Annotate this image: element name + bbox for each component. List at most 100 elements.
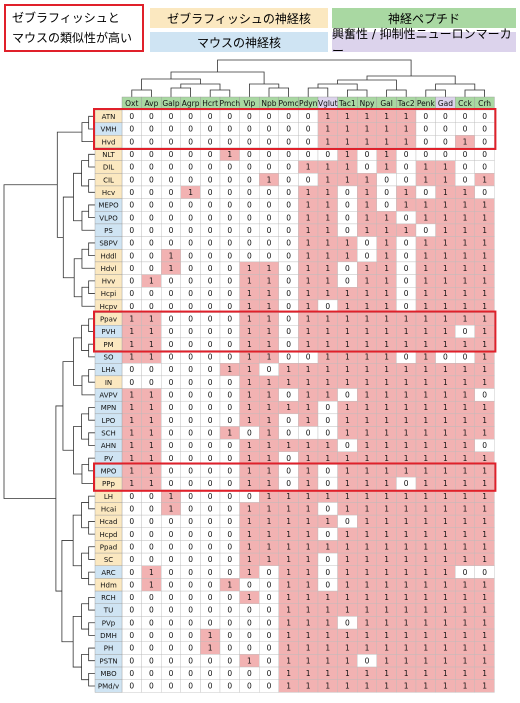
heatmap-cell-value: 1	[404, 429, 409, 438]
heatmap-cell-value: 1	[404, 226, 409, 235]
heatmap-cell-value: 1	[404, 593, 409, 602]
heatmap-cell-value: 1	[384, 682, 389, 691]
heatmap-cell-value: 0	[423, 125, 428, 134]
heatmap-cell-value: 1	[345, 239, 350, 248]
heatmap-cell-value: 1	[247, 264, 252, 273]
heatmap-cell-value: 1	[423, 517, 428, 526]
heatmap-cell-value: 0	[227, 568, 232, 577]
heatmap-cell-value: 0	[227, 441, 232, 450]
heatmap-cell-value: 1	[306, 606, 311, 615]
heatmap-cell-value: 1	[463, 466, 468, 475]
heatmap-cell-value: 1	[423, 479, 428, 488]
heatmap-cell-value: 0	[188, 226, 193, 235]
heatmap-cell-value: 1	[365, 682, 370, 691]
heatmap-cell-value: 0	[208, 125, 213, 134]
similarity-highlight-box	[93, 462, 497, 492]
heatmap-cell-value: 1	[404, 682, 409, 691]
heatmap-cell-value: 1	[482, 239, 487, 248]
heatmap-cell-value: 1	[482, 315, 487, 324]
heatmap-cell-value: 1	[247, 277, 252, 286]
heatmap-cell-value: 0	[227, 504, 232, 513]
heatmap-cell-value: 0	[208, 466, 213, 475]
heatmap-cell-value: 0	[286, 125, 291, 134]
heatmap-cell-value: 1	[267, 504, 272, 513]
heatmap-cell-value: 0	[188, 289, 193, 298]
heatmap-cell-value: 0	[325, 466, 330, 475]
heatmap-cell-value: 0	[149, 492, 154, 501]
heatmap-cell-value: 1	[365, 188, 370, 197]
heatmap-cell-value: 0	[286, 213, 291, 222]
heatmap-cell-value: 0	[423, 112, 428, 121]
heatmap-cell-value: 0	[188, 429, 193, 438]
heatmap-cell-value: 0	[129, 555, 134, 564]
heatmap-cell-value: 0	[482, 188, 487, 197]
heatmap-cell-value: 0	[188, 365, 193, 374]
heatmap-cell-value: 0	[227, 188, 232, 197]
heatmap-cell-value: 0	[129, 137, 134, 146]
row-label: SC	[104, 556, 113, 564]
heatmap-cell-value: 1	[306, 504, 311, 513]
heatmap-cell-value: 1	[306, 441, 311, 450]
heatmap-cell-value: 0	[188, 504, 193, 513]
row-label-bg-PMd/v	[94, 679, 123, 693]
heatmap-cell-value: 0	[227, 644, 232, 653]
heatmap-cell-value: 0	[267, 137, 272, 146]
heatmap-cell-value: 0	[169, 682, 174, 691]
row-label: VLPO	[99, 214, 118, 222]
heatmap-cell-value: 0	[247, 175, 252, 184]
row-label: SO	[104, 354, 114, 362]
heatmap-cell-value: 0	[149, 125, 154, 134]
column-header: Gal	[380, 99, 393, 108]
heatmap-cell-value: 1	[149, 327, 154, 336]
heatmap-cell-value: 1	[306, 289, 311, 298]
heatmap-cell-value: 1	[482, 429, 487, 438]
heatmap-cell-value: 1	[286, 606, 291, 615]
heatmap-cell-value: 1	[423, 606, 428, 615]
heatmap-cell-value: 1	[463, 606, 468, 615]
heatmap-cell-value: 0	[267, 226, 272, 235]
heatmap-cell-value: 0	[463, 568, 468, 577]
heatmap-cell-value: 1	[384, 517, 389, 526]
row-label: Hddl	[100, 252, 116, 260]
heatmap-cell-value: 0	[286, 391, 291, 400]
heatmap-cell-value: 0	[208, 403, 213, 412]
heatmap-cell-value: 1	[365, 340, 370, 349]
heatmap-cell-value: 1	[404, 631, 409, 640]
heatmap-cell-value: 0	[169, 416, 174, 425]
heatmap-cell-value: 0	[208, 327, 213, 336]
heatmap-cell-value: 0	[208, 656, 213, 665]
heatmap-cell-value: 0	[227, 454, 232, 463]
heatmap-cell-value: 0	[286, 466, 291, 475]
heatmap-cell-value: 1	[306, 188, 311, 197]
heatmap-cell-value: 1	[443, 251, 448, 260]
heatmap-cell-value: 1	[247, 378, 252, 387]
heatmap-cell-value: 1	[306, 213, 311, 222]
heatmap-cell-value: 0	[227, 530, 232, 539]
heatmap-cell-value: 0	[423, 226, 428, 235]
heatmap-cell-value: 1	[188, 188, 193, 197]
heatmap-cell-value: 0	[227, 416, 232, 425]
heatmap-cell-value: 1	[286, 365, 291, 374]
heatmap-cell-value: 1	[365, 606, 370, 615]
heatmap-cell-value: 1	[345, 580, 350, 589]
heatmap-cell-value: 0	[306, 175, 311, 184]
heatmap-cell-value: 1	[384, 504, 389, 513]
heatmap-cell-value: 1	[306, 163, 311, 172]
heatmap-cell-value: 0	[286, 340, 291, 349]
heatmap-cell-value: 1	[482, 530, 487, 539]
heatmap-cell-value: 1	[325, 454, 330, 463]
heatmap-cell-value: 1	[345, 530, 350, 539]
heatmap-cell-value: 0	[345, 188, 350, 197]
row-label: MPN	[101, 404, 117, 412]
heatmap-cell-value: 1	[365, 568, 370, 577]
heatmap-cell-value: 1	[267, 315, 272, 324]
heatmap-cell-value: 1	[286, 669, 291, 678]
heatmap-cell-value: 0	[129, 542, 134, 551]
heatmap-cell-value: 1	[443, 542, 448, 551]
heatmap-cell-value: 1	[345, 682, 350, 691]
heatmap-cell-value: 0	[286, 315, 291, 324]
heatmap-cell-value: 1	[384, 340, 389, 349]
heatmap-cell-value: 1	[325, 137, 330, 146]
heatmap-cell-value: 1	[306, 403, 311, 412]
